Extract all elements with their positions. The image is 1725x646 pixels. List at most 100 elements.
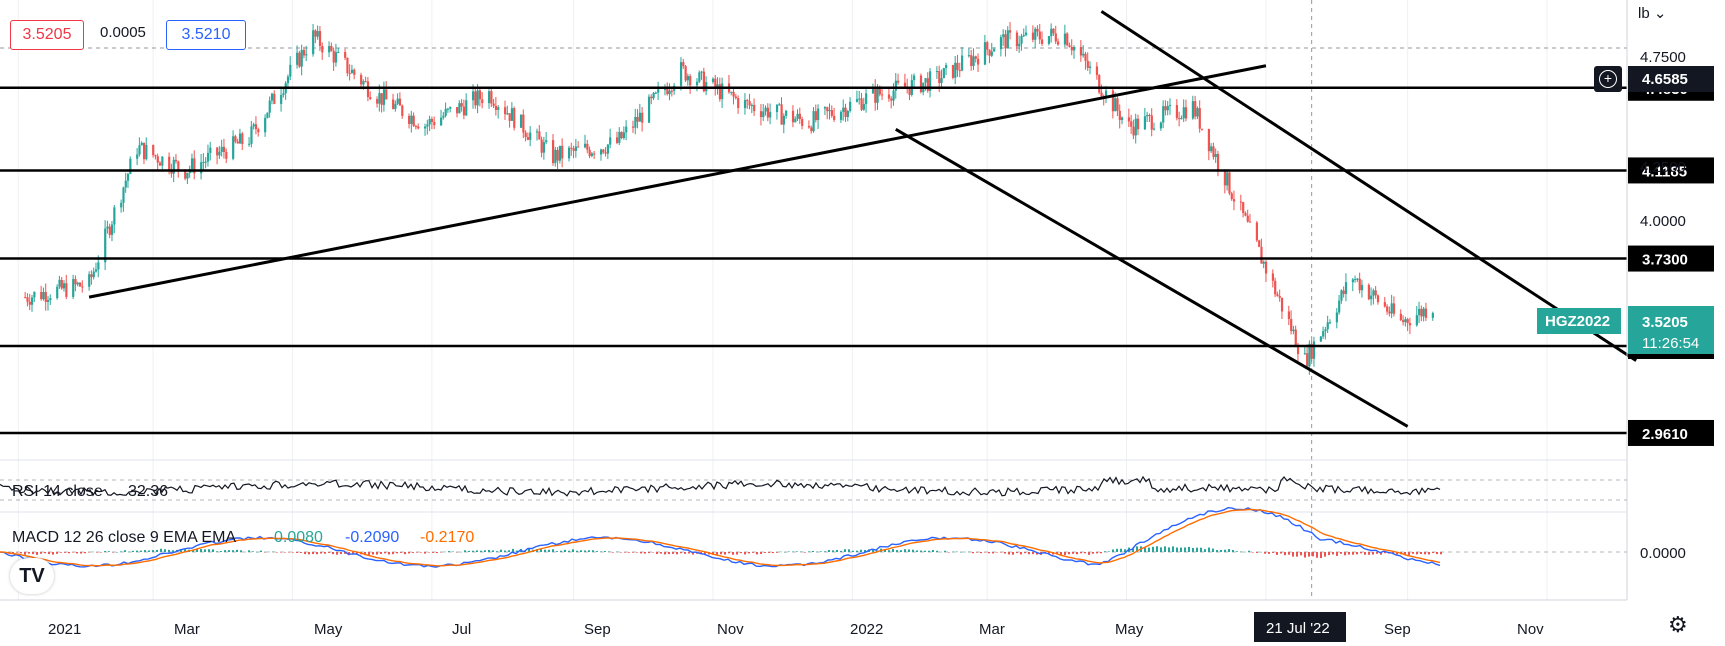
candle-body — [286, 76, 290, 84]
macd-hist-bar — [572, 549, 574, 552]
candle-body — [1063, 33, 1067, 45]
bid-price-button[interactable]: 3.5205 — [10, 20, 84, 50]
candle-body — [190, 158, 194, 170]
candle-body — [78, 282, 82, 287]
candle-body — [1370, 295, 1373, 300]
macd-hist-bar — [156, 549, 158, 552]
candle-body — [444, 108, 447, 116]
macd-hist-bar — [688, 552, 690, 554]
macd-hist-bar — [1380, 552, 1382, 555]
trendline-0 — [88, 64, 1267, 299]
candle-body — [1388, 311, 1391, 314]
macd-label: MACD 12 26 close 9 EMA EMA — [12, 529, 236, 546]
macd-hist-bar — [1276, 552, 1278, 555]
tradingview-logo[interactable]: TV — [10, 558, 54, 594]
unit-selector[interactable]: lb ⌄ — [1638, 4, 1666, 22]
macd-pane[interactable]: MACD 12 26 close 9 EMA EMA 0.0080 -0.209… — [0, 506, 1686, 568]
ask-price-button[interactable]: 3.5210 — [166, 20, 246, 50]
macd-hist-bar — [604, 551, 606, 552]
candle-body — [1340, 290, 1343, 301]
macd-hist-bar — [36, 552, 38, 555]
candle-body — [1066, 33, 1069, 46]
candle-body — [492, 103, 495, 106]
candle-body — [369, 97, 372, 100]
candle-body — [686, 76, 690, 81]
macd-hist-bar — [308, 552, 310, 555]
candle-body — [615, 137, 619, 143]
candle-body — [350, 69, 354, 74]
macd-hist-bar — [1248, 550, 1250, 552]
candle-body — [200, 162, 203, 174]
macd-hist-bar — [1412, 552, 1414, 554]
candle-body — [938, 71, 941, 84]
candle-body — [586, 143, 589, 150]
macd-hist-bar — [632, 552, 634, 553]
candle-body — [734, 96, 738, 99]
candle-body — [145, 144, 148, 160]
candle-body — [556, 149, 559, 161]
macd-hist-bar — [324, 552, 326, 554]
candle-body — [302, 49, 306, 56]
price-axis[interactable]: 4.7500 4.2500 4.0000 4.6585 — [1626, 0, 1714, 600]
spread-value: 0.0005 — [100, 24, 146, 41]
candle-body — [24, 297, 27, 299]
candle-body — [328, 46, 331, 53]
candle-body — [1020, 35, 1023, 44]
macd-hist-bar — [20, 552, 22, 554]
candle-body — [814, 111, 817, 121]
add-alert-button[interactable]: + — [1594, 66, 1622, 92]
candle-body — [481, 99, 484, 104]
macd-hist-bar — [792, 551, 794, 553]
macd-hist-bar — [208, 549, 210, 552]
time-axis[interactable]: 2021 Mar May Jul Sep Nov 2022 Mar May Se… — [0, 599, 1627, 642]
trendlines[interactable] — [88, 10, 1637, 428]
macd-hist-bar — [1152, 546, 1154, 552]
macd-hist-bar — [732, 552, 734, 555]
macd-hist-bar — [800, 551, 802, 552]
level-label-box-4 — [1628, 419, 1714, 446]
candle-body — [346, 57, 349, 74]
macd-hist-bar — [548, 549, 550, 552]
candle-body — [1036, 28, 1039, 32]
macd-hist-bar — [1012, 552, 1014, 555]
candle-body — [314, 30, 317, 37]
macd-hist-bar — [148, 550, 150, 552]
macd-hist-bar — [772, 552, 774, 554]
macd-hist-bar — [64, 552, 66, 553]
candle-body — [202, 161, 205, 163]
macd-hist-bar — [152, 550, 154, 552]
rsi-pane[interactable]: RSI 14 close 32.36 — [0, 459, 1627, 501]
candle-body — [1025, 32, 1028, 36]
candle-body — [652, 92, 655, 99]
macd-hist-bar — [1240, 551, 1242, 553]
candle-body — [1328, 322, 1332, 324]
macd-hist-bar — [672, 552, 674, 554]
rsi-label: RSI 14 close — [12, 483, 103, 500]
candle-body — [679, 62, 683, 86]
candle-body — [172, 159, 175, 174]
macd-hist-bar — [316, 552, 318, 555]
macd-hist-bar — [504, 550, 506, 552]
macd-hist-bar — [88, 552, 90, 553]
candle-body — [791, 110, 795, 123]
level-label-2: 3.7300 — [1642, 252, 1688, 269]
macd-hist-bar — [428, 552, 430, 553]
macd-hist-bar — [304, 552, 306, 555]
macd-hist-bar — [1328, 552, 1330, 556]
macd-hist-bar — [1432, 552, 1434, 554]
level-label-4: 2.9610 — [1642, 426, 1688, 443]
candle-body — [748, 101, 751, 106]
candle-body — [1159, 122, 1163, 129]
macd-hist-bar — [392, 552, 394, 555]
candle-body — [366, 81, 370, 98]
macd-hist-bar — [320, 552, 322, 554]
candle-body — [1164, 106, 1167, 111]
gear-icon[interactable]: ⚙ — [1668, 612, 1688, 637]
macd-hist-bar — [1108, 551, 1110, 552]
candle-body — [1162, 106, 1165, 123]
macd-hist-bar — [68, 552, 70, 554]
macd-hist-bar — [1376, 552, 1378, 554]
candle-body — [353, 69, 356, 75]
